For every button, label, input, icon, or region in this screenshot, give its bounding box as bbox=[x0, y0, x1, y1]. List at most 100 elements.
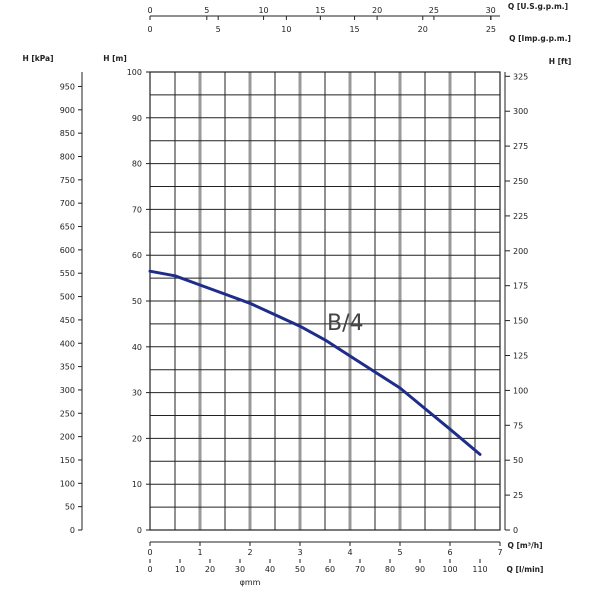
tick-label-m3h: 5 bbox=[397, 548, 402, 557]
tick-label-usgpm: 0 bbox=[147, 6, 152, 15]
tick-label-kpa: 450 bbox=[60, 316, 75, 325]
tick-label-m3h: 7 bbox=[497, 548, 502, 557]
tick-label-lmin: 30 bbox=[235, 565, 245, 574]
tick-label-lmin: 80 bbox=[385, 565, 395, 574]
tick-label-ft: 300 bbox=[513, 107, 528, 116]
tick-label-lmin: 110 bbox=[472, 565, 487, 574]
tick-label-kpa: 800 bbox=[60, 153, 75, 162]
axis-title-h-m: H [m] bbox=[103, 54, 127, 63]
data-point bbox=[299, 325, 301, 327]
tick-label-m3h: 1 bbox=[197, 548, 202, 557]
tick-label-kpa: 650 bbox=[60, 223, 75, 232]
tick-label-lmin: 100 bbox=[442, 565, 457, 574]
data-point bbox=[249, 302, 251, 304]
tick-label-kpa: 150 bbox=[60, 456, 75, 465]
tick-label-kpa: 250 bbox=[60, 409, 75, 418]
tick-label-h-m: 70 bbox=[132, 205, 142, 214]
data-point bbox=[224, 293, 226, 295]
tick-label-h-m: 50 bbox=[132, 297, 142, 306]
tick-label-usgpm: 20 bbox=[372, 6, 382, 15]
tick-label-usgpm: 25 bbox=[429, 6, 439, 15]
data-point bbox=[274, 314, 276, 316]
tick-label-kpa: 900 bbox=[60, 106, 75, 115]
curve-layer bbox=[148, 269, 482, 456]
tick-label-impgpm: 10 bbox=[281, 25, 291, 34]
tick-label-kpa: 200 bbox=[60, 433, 75, 442]
tick-label-ft: 25 bbox=[513, 491, 523, 500]
chart-grid bbox=[149, 71, 501, 531]
tick-label-ft: 250 bbox=[513, 177, 528, 186]
tick-label-h-m: 10 bbox=[132, 480, 142, 489]
tick-label-h-m: 30 bbox=[132, 389, 142, 398]
tick-label-ft: 0 bbox=[513, 526, 518, 535]
tick-label-kpa: 600 bbox=[60, 246, 75, 255]
data-point bbox=[349, 355, 351, 357]
tick-label-m3h: 4 bbox=[347, 548, 352, 557]
data-point bbox=[174, 275, 176, 277]
tick-label-ft: 125 bbox=[513, 352, 528, 361]
tick-label-kpa: 700 bbox=[60, 199, 75, 208]
tick-label-h-m: 20 bbox=[132, 434, 142, 443]
tick-label-usgpm: 15 bbox=[315, 6, 325, 15]
tick-label-lmin: 40 bbox=[265, 565, 275, 574]
data-point bbox=[149, 270, 151, 272]
tick-label-impgpm: 15 bbox=[349, 25, 359, 34]
tick-label-lmin: 10 bbox=[175, 565, 185, 574]
tick-label-m3h: 6 bbox=[447, 548, 452, 557]
tick-label-ft: 200 bbox=[513, 247, 528, 256]
tick-label-kpa: 350 bbox=[60, 363, 75, 372]
axis-title-usgpm: Q [U.S.g.p.m.] bbox=[508, 2, 568, 11]
axis-title-kpa: H [kPa] bbox=[22, 54, 53, 63]
tick-label-h-m: 90 bbox=[132, 114, 142, 123]
tick-label-kpa: 50 bbox=[65, 503, 75, 512]
tick-label-usgpm: 30 bbox=[486, 6, 496, 15]
axis-title-ft: H [ft] bbox=[549, 57, 572, 66]
tick-label-lmin: 90 bbox=[415, 565, 425, 574]
tick-label-usgpm: 10 bbox=[258, 6, 268, 15]
tick-label-h-m: 40 bbox=[132, 343, 142, 352]
tick-label-kpa: 100 bbox=[60, 479, 75, 488]
series-line bbox=[148, 269, 482, 456]
tick-label-impgpm: 25 bbox=[486, 25, 496, 34]
data-point bbox=[399, 387, 401, 389]
data-point bbox=[424, 408, 426, 410]
tick-label-kpa: 0 bbox=[70, 526, 75, 535]
tick-label-m3h: 3 bbox=[297, 548, 302, 557]
chart-axes bbox=[78, 15, 510, 563]
tick-label-ft: 100 bbox=[513, 386, 528, 395]
tick-label-kpa: 850 bbox=[60, 129, 75, 138]
axis-title-m3h: Q [m³/h] bbox=[507, 541, 542, 550]
tick-label-lmin: 0 bbox=[147, 565, 152, 574]
tick-label-impgpm: 20 bbox=[418, 25, 428, 34]
tick-label-lmin: 70 bbox=[355, 565, 365, 574]
tick-label-kpa: 500 bbox=[60, 293, 75, 302]
data-point bbox=[449, 428, 451, 430]
data-point bbox=[324, 339, 326, 341]
tick-label-kpa: 400 bbox=[60, 339, 75, 348]
tick-label-m3h: 0 bbox=[147, 548, 152, 557]
tick-label-h-m: 100 bbox=[127, 68, 142, 77]
data-point bbox=[374, 371, 376, 373]
tick-label-ft: 275 bbox=[513, 142, 528, 151]
tick-label-kpa: 950 bbox=[60, 82, 75, 91]
tick-label-h-m: 60 bbox=[132, 251, 142, 260]
tick-label-impgpm: 0 bbox=[147, 25, 152, 34]
tick-label-impgpm: 5 bbox=[216, 25, 221, 34]
tick-label-lmin: 20 bbox=[205, 565, 215, 574]
tick-label-kpa: 750 bbox=[60, 176, 75, 185]
tick-label-kpa: 550 bbox=[60, 269, 75, 278]
bottom-extra-label: φmm bbox=[240, 578, 261, 587]
tick-label-usgpm: 5 bbox=[204, 6, 209, 15]
axis-title-impgpm: Q [Imp.g.p.m.] bbox=[509, 34, 571, 43]
tick-label-ft: 50 bbox=[513, 456, 523, 465]
tick-label-ft: 225 bbox=[513, 212, 528, 221]
tick-label-ft: 150 bbox=[513, 317, 528, 326]
series-label: B/4 bbox=[327, 311, 364, 336]
data-point bbox=[479, 453, 481, 455]
tick-label-kpa: 300 bbox=[60, 386, 75, 395]
tick-label-ft: 75 bbox=[513, 421, 523, 430]
tick-label-h-m: 80 bbox=[132, 160, 142, 169]
axis-title-lmin: Q [l/min] bbox=[507, 565, 544, 574]
